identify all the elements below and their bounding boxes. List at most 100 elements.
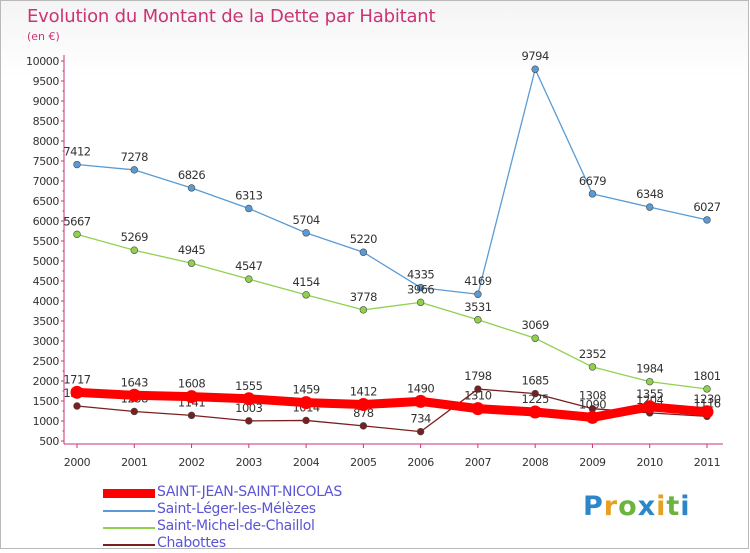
y-tick-label: 1500 [33,395,60,408]
data-label: 1225 [522,392,549,406]
data-point [703,216,711,224]
data-label: 1643 [121,375,148,389]
data-label: 1412 [350,385,377,399]
data-label: 1490 [407,381,434,395]
chart-title: Evolution du Montant de la Dette par Hab… [27,6,436,27]
data-label: 1801 [693,369,720,383]
y-tick-label: 4000 [33,295,60,308]
data-label: 3778 [350,290,377,304]
x-tick-label: 2001 [121,456,147,469]
data-point [302,291,310,299]
proxiti-logo: Proxiti [583,491,691,522]
data-point [185,390,199,404]
x-tick-label: 2010 [637,456,664,469]
y-tick-label: 5000 [33,255,60,268]
data-label: 734 [410,412,431,426]
data-label: 4547 [235,259,262,273]
data-label: 7278 [121,150,148,164]
data-label: 1984 [636,362,663,376]
data-point [585,410,599,424]
data-point [245,275,253,283]
data-point [130,407,138,416]
data-point [70,385,84,399]
data-point [700,405,714,419]
data-point [531,65,539,73]
x-tick-label: 2000 [64,456,91,469]
data-label: 3069 [522,318,549,332]
data-point [531,334,539,342]
data-point [356,398,370,412]
data-label: 4154 [292,275,319,289]
data-point [703,385,711,393]
data-label: 1090 [579,397,606,411]
data-point [302,229,310,237]
y-tick-label: 9500 [33,75,60,88]
data-label: 5667 [63,214,90,228]
data-label: 6027 [693,200,720,214]
data-point [130,246,138,254]
x-tick-label: 2005 [350,456,377,469]
series-line [76,233,708,390]
x-tick-label: 2002 [178,456,204,469]
data-label: 1230 [693,392,720,406]
legend-label: Saint-Léger-les-Mélèzes [157,501,316,517]
data-point [474,316,482,324]
data-label: 1003 [235,401,262,415]
data-point [416,298,425,307]
data-label: 3531 [464,300,491,314]
line-chart: 5001000150020002500300035004000450050005… [26,49,723,469]
y-tick-label: 10000 [26,55,59,68]
logo-letter: i [656,491,667,522]
series-line [76,68,708,295]
legend-swatch [103,489,155,498]
data-point [359,248,368,256]
y-tick-label: 6500 [33,195,60,208]
data-point [588,190,597,198]
legend-swatch [103,544,155,546]
series-line [76,388,708,433]
logo-letter: r [603,491,619,522]
data-label: 1717 [63,372,90,386]
data-point [299,396,313,410]
data-point [187,184,196,192]
data-label: 878 [353,406,374,420]
data-point [187,259,196,267]
data-point [414,394,428,408]
x-tick-label: 2004 [293,456,320,469]
y-tick-label: 7000 [33,175,60,188]
data-point [187,411,196,420]
legend-label: SAINT-JEAN-SAINT-NICOLAS [157,484,342,500]
data-label: 9794 [522,49,549,63]
data-label: 6679 [579,174,606,188]
data-label: 4169 [464,274,491,288]
data-label: 4335 [407,268,434,282]
data-point [471,402,485,416]
x-tick-label: 2008 [522,456,549,469]
series-chabottes: 1375123811411003101487873417981685130812… [63,369,721,436]
series-saint-michel-de-chaillol: 5667 5269 4945 4547 4154 3778 3966 3531 3069 2352… [63,214,721,393]
y-tick-label: 5500 [33,235,60,248]
data-point [416,427,425,436]
data-label: 5704 [292,213,319,227]
data-point [359,422,368,430]
data-point [73,160,81,169]
y-tick-label: 8500 [33,115,60,128]
logo-letter: x [637,491,657,522]
data-point [73,402,81,410]
legend-swatch [103,527,155,529]
y-tick-label: 6000 [33,215,60,228]
y-tick-label: 9000 [33,95,60,108]
data-point [73,230,81,239]
data-label: 1355 [636,387,663,401]
data-label: 2352 [579,347,606,361]
data-label: 5220 [350,232,377,246]
y-tick-label: 2500 [33,355,60,368]
data-point [528,405,542,419]
x-tick-label: 2011 [694,456,720,469]
y-tick-label: 1000 [33,415,60,428]
data-label: 6348 [636,187,663,201]
data-point [416,283,425,292]
data-label: 1459 [292,383,319,397]
data-point [474,385,482,393]
logo-letter: o [618,491,638,522]
